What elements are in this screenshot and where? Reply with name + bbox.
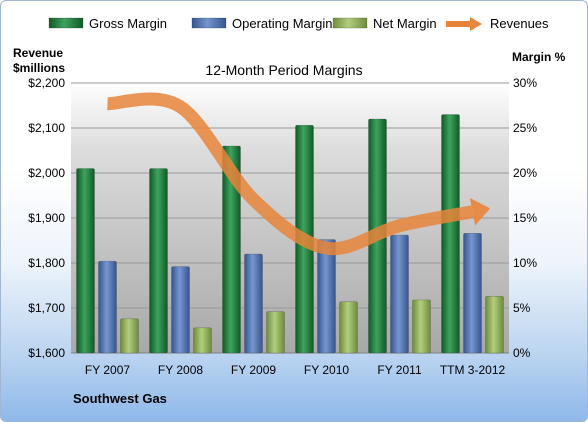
bar-gross-margin <box>149 168 168 354</box>
revenue-line-group <box>107 92 491 256</box>
left-tick-label: $1,700 <box>28 301 65 315</box>
x-tick-label: TTM 3-2012 <box>440 363 506 377</box>
bar-net-margin <box>266 311 285 354</box>
right-tick-label: 30% <box>513 76 537 90</box>
x-tick-label: FY 2008 <box>158 363 203 377</box>
right-axis-ticks: 0% 5% 10% 15% 20% 25% 30% <box>513 76 537 360</box>
right-tick-label: 10% <box>513 256 537 270</box>
bar-operating-margin <box>98 260 117 354</box>
left-axis-label-line2: $millions <box>13 61 65 75</box>
bar-net-margin <box>193 327 212 354</box>
right-tick-label: 15% <box>513 211 537 225</box>
right-tick-label: 20% <box>513 166 537 180</box>
legend-label: Gross Margin <box>89 16 167 31</box>
revenue-line-arrowhead <box>469 197 491 226</box>
company-label: Southwest Gas <box>73 391 167 406</box>
x-axis-ticks: FY 2007 FY 2008 FY 2009 FY 2010 FY 2011 TTM 3… <box>85 363 506 377</box>
left-tick-label: $2,100 <box>28 121 65 135</box>
gridlines <box>71 82 509 354</box>
left-axis-label-line1: Revenue <box>13 46 63 60</box>
left-tick-label: $2,000 <box>28 166 65 180</box>
legend-swatch-operating-margin <box>191 17 227 29</box>
right-axis-label: Margin % <box>512 50 566 64</box>
right-tick-label: 0% <box>513 346 531 360</box>
x-tick-label: FY 2009 <box>231 363 276 377</box>
legend-label: Operating Margin <box>232 16 332 31</box>
legend-swatch-gross-margin <box>48 17 84 29</box>
bar-operating-margin <box>317 239 336 354</box>
bar-operating-margin <box>390 234 409 354</box>
bar-gross-margin <box>441 114 460 354</box>
bar-operating-margin <box>463 233 482 354</box>
x-tick-label: FY 2011 <box>377 363 422 377</box>
x-tick-label: FY 2010 <box>304 363 349 377</box>
left-tick-label: $1,800 <box>28 256 65 270</box>
bar-operating-margin <box>171 266 190 354</box>
left-axis-ticks: $1,600 $1,700 $1,800 $1,900 $2,000 $2,100 $2,2… <box>28 76 65 360</box>
bars-group <box>76 114 504 354</box>
right-tick-label: 5% <box>513 301 531 315</box>
x-tick-label: FY 2007 <box>85 363 130 377</box>
left-tick-label: $1,600 <box>28 346 65 360</box>
legend-arrow-icon <box>470 17 482 31</box>
bar-net-margin <box>412 299 431 354</box>
bar-gross-margin <box>222 145 241 354</box>
bar-operating-margin <box>244 253 263 354</box>
bar-net-margin <box>120 318 139 354</box>
legend-swatch-net-margin <box>332 17 368 29</box>
legend-label: Net Margin <box>373 16 437 31</box>
left-tick-label: $1,900 <box>28 211 65 225</box>
chart-title: 12-Month Period Margins <box>205 62 362 78</box>
legend-label: Revenues <box>490 16 549 31</box>
bar-net-margin <box>485 295 504 354</box>
bar-net-margin <box>339 301 358 354</box>
left-tick-label: $2,200 <box>28 76 65 90</box>
right-tick-label: 25% <box>513 121 537 135</box>
bar-gross-margin <box>76 168 95 354</box>
revenue-line <box>107 92 474 256</box>
legend: Gross Margin Operating Margin Net Margin Re… <box>48 16 549 31</box>
